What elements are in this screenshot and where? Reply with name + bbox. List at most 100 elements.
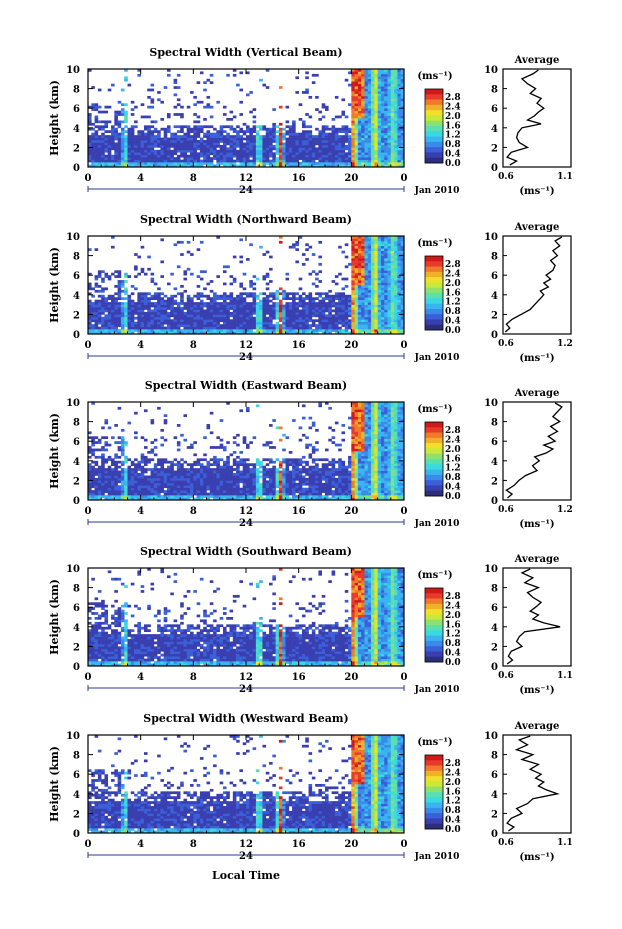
- heatmap-cell: [219, 162, 224, 165]
- heatmap-cell: [170, 307, 174, 310]
- xtick-label: 0: [401, 173, 408, 184]
- heatmap-cell: [364, 100, 369, 104]
- heatmap-cell: [104, 147, 109, 151]
- heatmap-cell: [394, 108, 398, 111]
- heatmap-cell: [377, 236, 382, 239]
- heatmap-cell: [229, 162, 234, 165]
- heatmap-cell: [367, 243, 372, 247]
- heatmap-cell: [147, 302, 151, 305]
- heatmap-cell: [255, 321, 260, 325]
- heatmap-cell: [265, 294, 270, 298]
- heatmap-cell: [104, 144, 109, 148]
- heatmap-cell: [107, 137, 112, 141]
- colorbar-tick-label: 1.6: [445, 288, 461, 298]
- heatmap-cell: [176, 265, 181, 269]
- heatmap-cell: [124, 272, 128, 276]
- heatmap-cell: [203, 144, 207, 148]
- heatmap-cell: [219, 149, 224, 153]
- heatmap-cell: [222, 314, 227, 318]
- heatmap-cell: [160, 465, 165, 469]
- heatmap-cell: [88, 122, 92, 126]
- heatmap-cell: [137, 73, 141, 77]
- heatmap-cell: [183, 289, 188, 293]
- heatmap-cell: [344, 277, 349, 281]
- heatmap-cell: [236, 130, 240, 133]
- heatmap-cell: [193, 329, 197, 332]
- heatmap-cell: [387, 130, 392, 133]
- heatmap-cell: [361, 331, 365, 335]
- heatmap-cell: [232, 326, 237, 330]
- heatmap-cell: [157, 321, 161, 325]
- heatmap-cell: [367, 331, 372, 335]
- heatmap-cell: [134, 495, 138, 498]
- heatmap-cell: [190, 477, 194, 481]
- heatmap-cell: [130, 108, 135, 111]
- heatmap-cell: [180, 149, 184, 153]
- heatmap-cell: [341, 110, 346, 114]
- heatmap-cell: [331, 135, 336, 138]
- heatmap-cell: [380, 258, 385, 261]
- heatmap-cell: [351, 326, 355, 330]
- heatmap-cell: [380, 100, 385, 104]
- heatmap-cell: [163, 492, 168, 496]
- heatmap-cell: [364, 289, 369, 293]
- heatmap-cell: [88, 152, 92, 156]
- heatmap-cell: [147, 475, 151, 479]
- heatmap-cell: [354, 140, 359, 143]
- heatmap-cell: [206, 105, 211, 109]
- heatmap-cell: [196, 125, 201, 129]
- heatmap-cell: [111, 125, 115, 129]
- heatmap-cell: [183, 497, 188, 501]
- heatmap-cell: [295, 297, 299, 300]
- heatmap-cell: [374, 73, 378, 77]
- heatmap-cell: [226, 147, 230, 151]
- heatmap-cell: [371, 287, 375, 291]
- heatmap-cell: [364, 95, 369, 99]
- heatmap-cell: [170, 154, 174, 158]
- heatmap-cell: [292, 162, 296, 165]
- heatmap-cell: [357, 331, 362, 335]
- heatmap-cell: [285, 154, 290, 158]
- heatmap-cell: [377, 88, 382, 92]
- heatmap-cell: [341, 277, 346, 281]
- heatmap-cell: [117, 294, 122, 298]
- heatmap-cell: [193, 485, 197, 489]
- heatmap-cell: [239, 140, 244, 143]
- heatmap-cell: [351, 250, 355, 254]
- heatmap-cell: [124, 304, 128, 308]
- heatmap-cell: [91, 441, 95, 444]
- heatmap-cell: [163, 419, 168, 422]
- heatmap-cell: [101, 132, 105, 136]
- heatmap-cell: [157, 130, 161, 133]
- heatmap-cell: [88, 311, 92, 315]
- heatmap-cell: [292, 302, 296, 305]
- heatmap-cell: [222, 154, 227, 158]
- heatmap-cell: [334, 127, 339, 131]
- heatmap-cell: [176, 314, 181, 318]
- heatmap-cell: [114, 326, 118, 330]
- heatmap-cell: [259, 147, 263, 151]
- heatmap-cell: [143, 162, 148, 165]
- heatmap-cell: [111, 140, 115, 143]
- heatmap-cell: [390, 319, 395, 323]
- heatmap-cell: [176, 98, 181, 102]
- heatmap-cell: [301, 147, 306, 151]
- heatmap-cell: [315, 127, 319, 131]
- heatmap-cell: [364, 304, 369, 308]
- heatmap-cell: [325, 302, 329, 305]
- heatmap-cell: [278, 302, 283, 305]
- heatmap-cell: [176, 448, 181, 452]
- heatmap-cell: [137, 149, 141, 153]
- heatmap-cell: [229, 118, 234, 121]
- heatmap-cell: [351, 130, 355, 133]
- heatmap-cell: [101, 299, 105, 303]
- heatmap-cell: [147, 495, 151, 498]
- heatmap-cell: [380, 95, 385, 99]
- heatmap-cell: [88, 495, 92, 498]
- heatmap-cell: [357, 98, 362, 102]
- heatmap-cell: [111, 316, 115, 320]
- heatmap-cell: [153, 470, 158, 474]
- heatmap-cell: [364, 302, 369, 305]
- heatmap-cell: [295, 304, 299, 308]
- heatmap-cell: [229, 282, 234, 286]
